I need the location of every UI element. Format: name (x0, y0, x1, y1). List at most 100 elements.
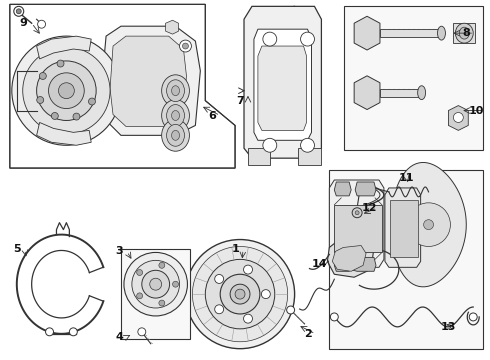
Circle shape (138, 328, 146, 336)
Polygon shape (254, 29, 312, 140)
Circle shape (38, 20, 46, 28)
Circle shape (159, 262, 165, 268)
Text: 11: 11 (399, 173, 415, 183)
Polygon shape (334, 182, 351, 196)
Circle shape (150, 278, 162, 290)
Bar (380, 29, 441, 37)
Text: 10: 10 (468, 105, 484, 116)
Bar (329, 170, 483, 349)
Text: 6: 6 (208, 111, 216, 121)
Polygon shape (354, 76, 380, 109)
Bar (390, 200, 417, 257)
Ellipse shape (167, 105, 184, 126)
Circle shape (355, 211, 359, 215)
Ellipse shape (172, 111, 179, 121)
Bar (380, 89, 421, 96)
Polygon shape (297, 148, 321, 165)
Bar (344, 6, 483, 150)
Circle shape (263, 32, 277, 46)
Text: 2: 2 (304, 329, 311, 339)
Circle shape (287, 306, 294, 314)
Ellipse shape (172, 130, 179, 140)
Circle shape (51, 112, 58, 120)
Circle shape (263, 138, 277, 152)
Circle shape (407, 203, 450, 247)
Text: 8: 8 (463, 28, 470, 38)
Circle shape (300, 32, 315, 46)
Circle shape (142, 270, 170, 298)
Text: 3: 3 (115, 247, 123, 256)
Circle shape (215, 274, 223, 283)
Circle shape (159, 300, 165, 306)
Circle shape (73, 113, 80, 120)
Polygon shape (37, 36, 91, 59)
Circle shape (352, 208, 362, 218)
Bar (121, 249, 191, 339)
Circle shape (185, 239, 294, 349)
Circle shape (244, 314, 252, 323)
Circle shape (14, 6, 24, 16)
Circle shape (182, 43, 189, 49)
Circle shape (205, 260, 275, 329)
Circle shape (89, 98, 96, 105)
Circle shape (12, 36, 121, 145)
Circle shape (137, 270, 143, 275)
Circle shape (469, 313, 477, 321)
Text: 4: 4 (115, 332, 123, 342)
Circle shape (235, 289, 245, 299)
Polygon shape (334, 257, 351, 271)
Ellipse shape (162, 120, 190, 151)
Polygon shape (248, 148, 270, 165)
Circle shape (16, 9, 21, 14)
Circle shape (220, 274, 260, 314)
Text: 14: 14 (312, 259, 327, 269)
Polygon shape (354, 16, 380, 50)
Polygon shape (334, 257, 376, 271)
Ellipse shape (459, 27, 469, 39)
Ellipse shape (162, 75, 190, 107)
Ellipse shape (167, 125, 184, 146)
Circle shape (193, 247, 288, 342)
Circle shape (453, 113, 464, 122)
Polygon shape (101, 26, 200, 135)
Circle shape (300, 138, 315, 152)
Circle shape (179, 40, 192, 52)
Ellipse shape (162, 100, 190, 131)
Bar (334, 205, 382, 252)
Text: 1: 1 (231, 244, 239, 255)
Polygon shape (332, 246, 366, 271)
Circle shape (215, 305, 223, 314)
Polygon shape (110, 36, 187, 126)
Ellipse shape (172, 86, 179, 96)
Polygon shape (355, 182, 376, 196)
Circle shape (49, 73, 84, 109)
Polygon shape (448, 105, 468, 130)
Ellipse shape (417, 86, 426, 100)
Ellipse shape (167, 80, 184, 102)
Polygon shape (10, 4, 235, 168)
Circle shape (46, 328, 53, 336)
Text: 7: 7 (236, 96, 244, 105)
Circle shape (37, 61, 96, 121)
Ellipse shape (438, 26, 445, 40)
Circle shape (132, 260, 179, 308)
Circle shape (261, 290, 270, 298)
Circle shape (172, 281, 178, 287)
Circle shape (124, 252, 188, 316)
Polygon shape (166, 20, 178, 34)
Polygon shape (329, 180, 384, 267)
Text: 12: 12 (361, 203, 377, 213)
Circle shape (70, 328, 77, 336)
Circle shape (330, 313, 338, 321)
Polygon shape (258, 6, 305, 63)
Polygon shape (258, 46, 307, 130)
Ellipse shape (455, 23, 473, 43)
Circle shape (137, 293, 143, 299)
Polygon shape (327, 238, 374, 277)
Polygon shape (37, 122, 91, 145)
Text: 13: 13 (441, 322, 456, 332)
Circle shape (58, 83, 74, 99)
Circle shape (37, 96, 44, 103)
Text: 9: 9 (20, 18, 27, 28)
Polygon shape (391, 162, 466, 287)
